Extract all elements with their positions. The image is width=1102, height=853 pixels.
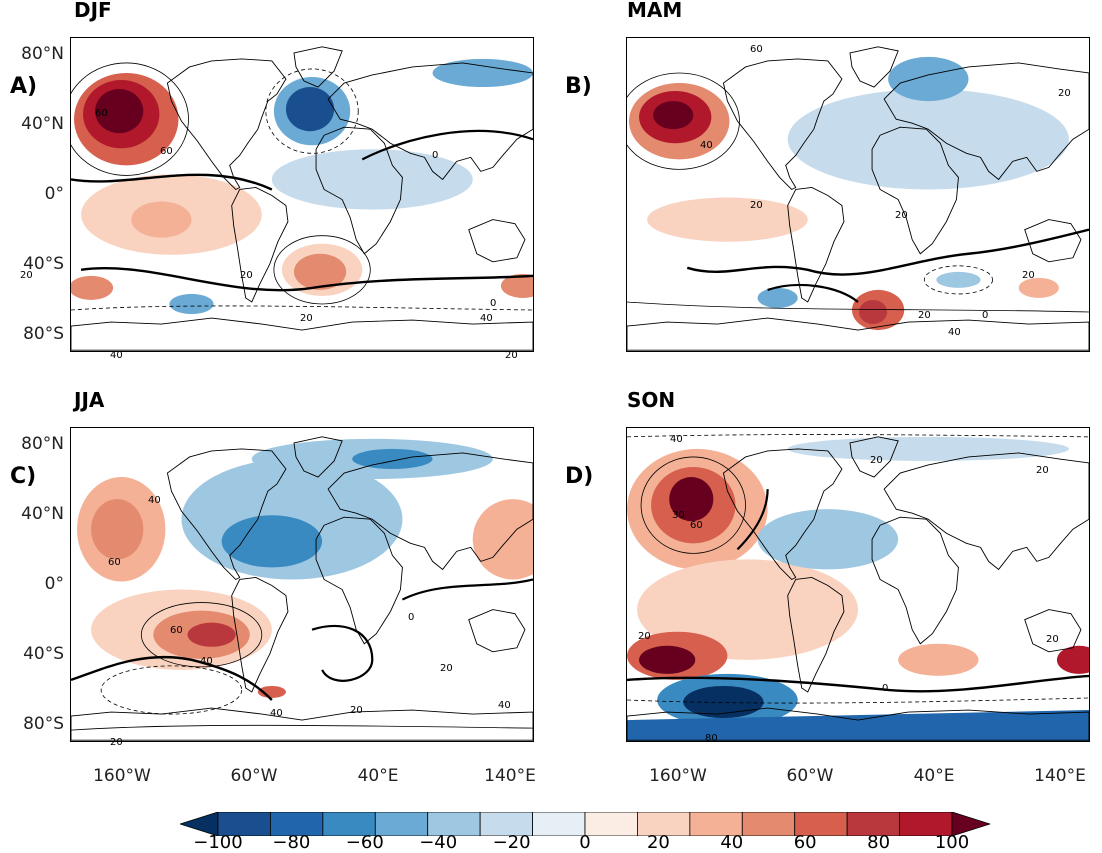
- colorbar-tick-label: −40: [419, 832, 458, 853]
- lat-label: 80°N: [21, 434, 64, 454]
- contour-label: 20: [1022, 270, 1035, 281]
- lat-label: 80°S: [23, 714, 64, 734]
- contour-label: 40: [498, 700, 511, 711]
- season-title: JJA: [74, 388, 105, 412]
- lat-label: 0°: [44, 184, 64, 204]
- contour-label: 20: [638, 631, 651, 642]
- colorbar-max-triangle: [951, 811, 992, 837]
- contour-label: 0: [408, 612, 415, 623]
- colorbar-box: [217, 811, 271, 837]
- lat-label: 0°: [44, 574, 64, 594]
- contour-label: 0: [432, 150, 439, 161]
- lon-label: 140°E: [1034, 766, 1086, 786]
- lat-label: 40°S: [23, 254, 64, 274]
- contour-label: 40: [480, 313, 493, 324]
- contour-label: 20: [110, 737, 123, 748]
- contour-label: 20: [895, 210, 908, 221]
- colorbar-tick-label: 80: [867, 832, 891, 853]
- contour-label: 80: [705, 733, 718, 744]
- lon-label: 160°W: [649, 766, 707, 786]
- colorbar-tick-label: 0: [579, 832, 591, 853]
- panel-letter: A): [10, 74, 38, 99]
- contour-label: 20: [1058, 88, 1071, 99]
- contour-label: 40: [110, 350, 123, 361]
- contour-label: 0: [882, 683, 889, 694]
- colorbar-tick-label: −80: [272, 832, 311, 853]
- lat-label: 80°N: [21, 44, 64, 64]
- colorbar-box: [270, 811, 324, 837]
- contour-label: 0: [982, 310, 989, 321]
- contour-label: 60: [95, 108, 108, 119]
- contour-label: 60: [170, 625, 183, 636]
- lat-label: 40°N: [21, 504, 64, 524]
- contour-label: 20: [1046, 634, 1059, 645]
- lat-label: 80°S: [23, 324, 64, 344]
- colorbar-box: [584, 811, 638, 837]
- contour-label: 0: [490, 298, 497, 309]
- colorbar-box: [899, 811, 953, 837]
- colorbar-tick-label: 60: [793, 832, 817, 853]
- panel-letter: C): [10, 464, 37, 489]
- colorbar: [178, 811, 992, 837]
- colorbar-tick-label: 20: [646, 832, 670, 853]
- contour-label: 20: [350, 705, 363, 716]
- panel-letter: D): [565, 464, 594, 489]
- lon-label: 40°E: [357, 766, 399, 786]
- contour-label: 40: [148, 495, 161, 506]
- lon-label: 140°E: [484, 766, 536, 786]
- season-title: MAM: [627, 0, 683, 22]
- colorbar-box: [741, 811, 796, 837]
- contour-label: 40: [700, 140, 713, 151]
- contour-label: 20: [505, 350, 518, 361]
- lat-label: 40°S: [23, 644, 64, 664]
- lon-label: 60°W: [786, 766, 834, 786]
- colorbar-tick-label: 40: [720, 832, 744, 853]
- contour-label: 60: [690, 520, 703, 531]
- lon-label: 40°E: [913, 766, 955, 786]
- colorbar-box: [846, 811, 900, 837]
- contour-label: 20: [750, 200, 763, 211]
- contour-label: 20: [870, 455, 883, 466]
- lon-label: 160°W: [93, 766, 151, 786]
- colorbar-tick-label: 100: [934, 832, 970, 853]
- season-title: DJF: [74, 0, 112, 22]
- contour-label: 20: [300, 313, 313, 324]
- colorbar-box: [689, 811, 743, 837]
- contour-label: 40: [200, 656, 213, 667]
- map-son: [626, 427, 1090, 742]
- map-mam: [626, 37, 1090, 352]
- map-djf: [70, 37, 534, 352]
- contour-label: 30: [672, 510, 685, 521]
- contour-label: 20: [20, 270, 33, 281]
- colorbar-tick-label: −100: [193, 832, 243, 853]
- contour-label: 40: [948, 327, 961, 338]
- contour-label: 40: [670, 434, 683, 445]
- map-jja: [70, 427, 534, 742]
- panel-letter: B): [565, 74, 592, 99]
- colorbar-box: [479, 811, 533, 837]
- contour-label: 20: [440, 663, 453, 674]
- colorbar-tick-label: −60: [345, 832, 384, 853]
- colorbar-tick-label: −20: [492, 832, 531, 853]
- contour-label: 60: [108, 557, 121, 568]
- season-title: SON: [627, 388, 676, 412]
- colorbar-box: [374, 811, 429, 837]
- contour-label: 20: [1036, 465, 1049, 476]
- contour-label: 20: [240, 270, 253, 281]
- lon-label: 60°W: [230, 766, 278, 786]
- contour-label: 40: [270, 708, 283, 719]
- contour-label: 60: [750, 44, 763, 55]
- contour-label: 20: [918, 310, 931, 321]
- lat-label: 40°N: [21, 114, 64, 134]
- contour-label: 60: [160, 146, 173, 157]
